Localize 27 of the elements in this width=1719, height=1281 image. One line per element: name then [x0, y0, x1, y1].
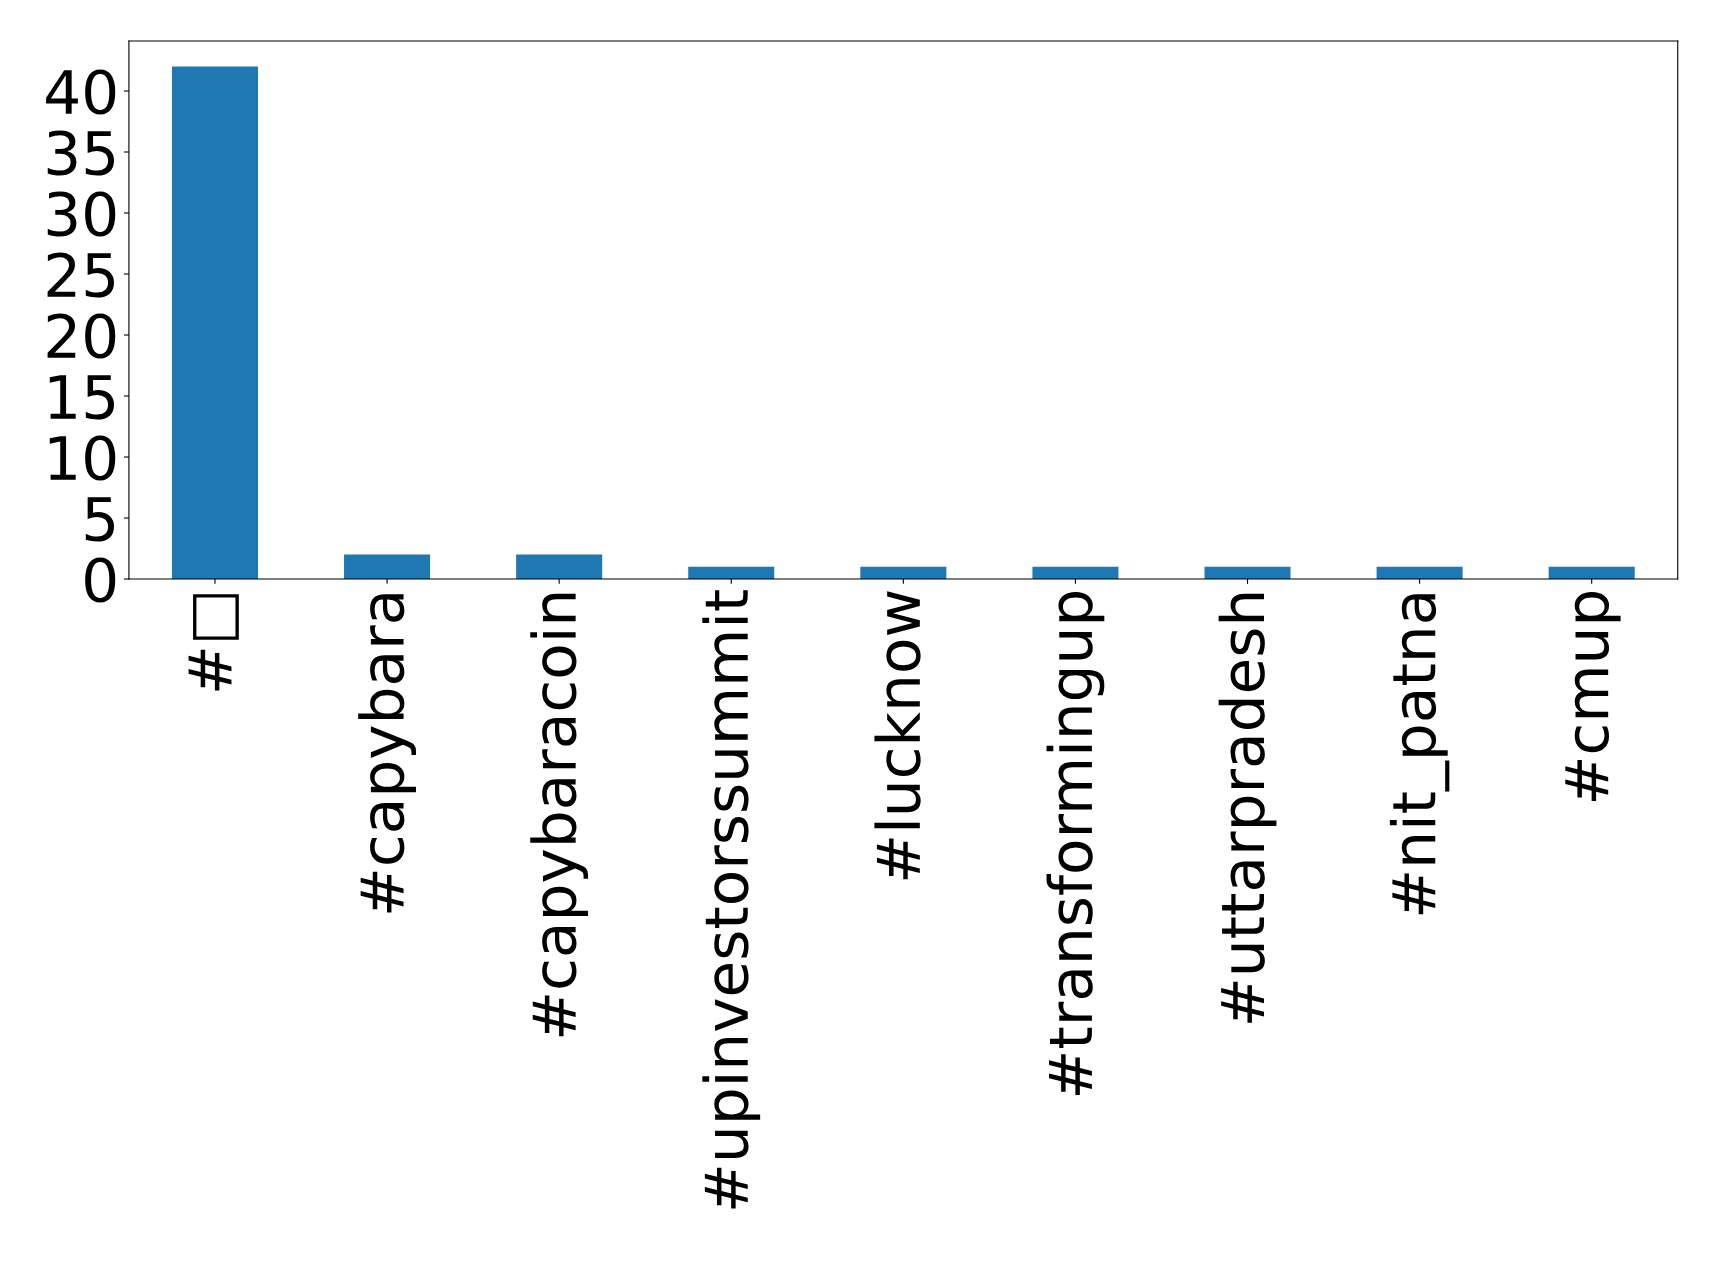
- y-tick-label: 35: [47, 130, 114, 176]
- y-tick-label: 40: [46, 69, 116, 115]
- bar: [688, 566, 775, 580]
- y-tick-label: 10: [49, 435, 116, 481]
- bar: [516, 554, 603, 580]
- bar: [1204, 566, 1291, 580]
- y-tick-label: 15: [49, 375, 114, 420]
- x-tick-label: #capybaracoin: [530, 593, 589, 1037]
- x-tick-label: #transformingup: [1046, 591, 1105, 1096]
- y-tick-label: 30: [47, 191, 116, 237]
- y-tick-label: 0: [85, 557, 116, 603]
- bar: [1376, 566, 1463, 580]
- x-tick-label: #lucknow: [874, 591, 921, 880]
- x-tick-label: #uttarpradesh: [1218, 593, 1277, 1023]
- bar: [860, 566, 947, 580]
- x-tick-label: #cmup: [1565, 592, 1621, 801]
- x-tick-label: #nit_patna: [1389, 594, 1450, 915]
- bar: [1548, 566, 1635, 580]
- y-tick-label: 5: [85, 497, 114, 542]
- bar: [171, 66, 258, 580]
- x-tick-label: #□: [188, 594, 239, 691]
- bar: [1032, 566, 1119, 580]
- x-tick-label: #upinvestorssummit: [702, 590, 761, 1209]
- y-tick-label: 20: [47, 313, 116, 359]
- x-tick-label: #capybara: [358, 594, 416, 913]
- y-tick-label: 25: [47, 252, 114, 298]
- bar: [344, 554, 431, 580]
